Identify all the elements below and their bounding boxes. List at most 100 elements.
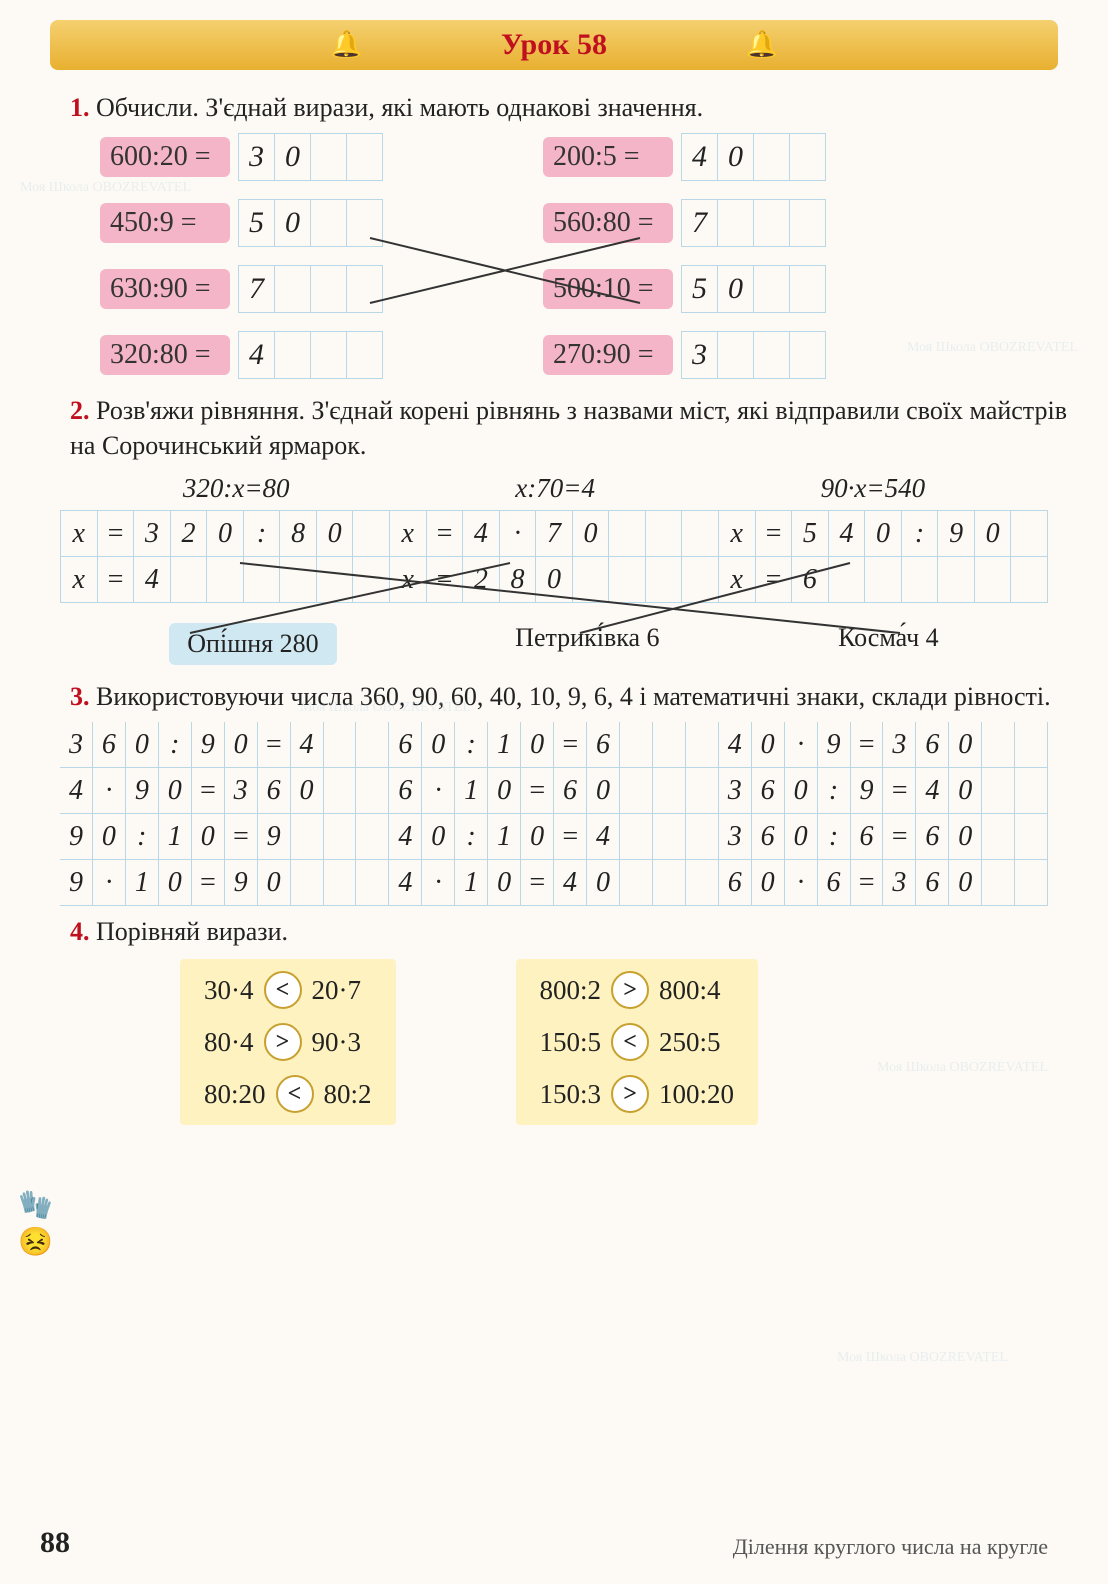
grid-cell: 2 <box>171 511 208 557</box>
equation: x:70=4 <box>515 473 595 504</box>
exercise1: 600:20 =30450:9 =50630:90 =7320:80 =4 20… <box>100 133 1068 379</box>
grid-cell: 9 <box>818 722 851 768</box>
grid-cell: : <box>455 722 488 768</box>
grid-cell <box>353 511 390 557</box>
compare-right: 90·3 <box>312 1027 362 1058</box>
task1-text: Обчисли. З'єднай вирази, які мають однак… <box>96 93 703 122</box>
grid-cell: 0 <box>752 722 785 768</box>
grid-cell: = <box>258 722 291 768</box>
grid-cell: 3 <box>883 722 916 768</box>
face-icon: 😣 <box>18 1225 53 1259</box>
compare-row: 150:3>100:20 <box>540 1075 735 1113</box>
grid-cell: 9 <box>938 511 975 557</box>
grid-cell: 3 <box>719 768 752 814</box>
compare-right: 250:5 <box>659 1027 721 1058</box>
grid-cell: 5 <box>792 511 829 557</box>
grid-cell: 6 <box>389 722 422 768</box>
grid-cell: 9 <box>60 860 93 906</box>
grid-cell: 0 <box>317 511 354 557</box>
grid-cell: 0 <box>422 814 455 860</box>
grid-cell <box>291 814 324 860</box>
grid-cell: 0 <box>207 511 244 557</box>
grid-cell <box>324 768 357 814</box>
grid-cell: 9 <box>126 768 159 814</box>
grid-cell: : <box>159 722 192 768</box>
grid-cell: = <box>756 511 793 557</box>
bell-icon: 🔔 <box>330 30 362 60</box>
grid-cell: 0 <box>949 722 982 768</box>
grid-cell: 6 <box>389 768 422 814</box>
connection-lines <box>100 133 1100 413</box>
equation: 320:x=80 <box>183 473 290 504</box>
grid-cell <box>1015 860 1048 906</box>
grid-cell <box>356 768 389 814</box>
grid-cell <box>982 768 1015 814</box>
grid-cell: 0 <box>949 860 982 906</box>
grid-cell: = <box>225 814 258 860</box>
grid-cell: = <box>192 860 225 906</box>
grid-cell: 6 <box>752 814 785 860</box>
grid-cell: 0 <box>192 814 225 860</box>
task4-number: 4. <box>70 917 90 946</box>
grid-cell: = <box>554 814 587 860</box>
grid-cell: 0 <box>949 768 982 814</box>
compare-left: 150:3 <box>540 1079 602 1110</box>
grid-cell <box>1011 511 1048 557</box>
task1-number: 1. <box>70 93 90 122</box>
compare-left: 150:5 <box>540 1027 602 1058</box>
grid-cell: 6 <box>818 860 851 906</box>
grid-cell: 0 <box>865 511 902 557</box>
grid-cell: 6 <box>916 860 949 906</box>
grid-cell <box>620 768 653 814</box>
grid-cell: 3 <box>60 722 93 768</box>
exercise4: 30·4<20·780·4>90·380:20<80:2 800:2>800:4… <box>180 959 1068 1125</box>
grid-cell: 6 <box>916 722 949 768</box>
grid-cell: 1 <box>455 768 488 814</box>
compare-right: 20·7 <box>312 975 362 1006</box>
grid-cell: : <box>818 814 851 860</box>
compare-operator: < <box>264 971 302 1009</box>
grid-cell: 4 <box>916 768 949 814</box>
grid-cell: 4 <box>463 511 500 557</box>
compare-left: 30·4 <box>204 975 254 1006</box>
grid-cell: 0 <box>258 860 291 906</box>
grid-cell: 3 <box>883 860 916 906</box>
city-labels: Опі́шня 280 Петрикі́вка 6 Косма́ч 4 <box>80 623 1028 665</box>
grid-cell: 0 <box>291 768 324 814</box>
grid-cell: 4 <box>719 722 752 768</box>
compare-operator: < <box>611 1023 649 1061</box>
grid-cell: 0 <box>752 860 785 906</box>
grid-row: 90:10=940:10=4360:6=60 <box>60 814 1048 860</box>
compare-left: 80·4 <box>204 1027 254 1058</box>
grid-cell <box>653 722 686 768</box>
compare-row: 80:20<80:2 <box>204 1075 372 1113</box>
page-number: 88 <box>40 1526 70 1560</box>
compare-right: 800:4 <box>659 975 721 1006</box>
grid-cell: · <box>422 768 455 814</box>
compare-left: 800:2 <box>540 975 602 1006</box>
grid-cell: 0 <box>159 768 192 814</box>
grid-cell: 0 <box>785 768 818 814</box>
task4-prompt: 4. Порівняй вирази. <box>70 914 1068 949</box>
compare-row: 30·4 <20·7 <box>204 971 372 1009</box>
grid-cell <box>646 511 683 557</box>
grid-cell <box>653 860 686 906</box>
grid-cell <box>609 511 646 557</box>
grid-cell: 4 <box>60 768 93 814</box>
grid-cell: 6 <box>752 768 785 814</box>
grid-cell: 6 <box>916 814 949 860</box>
grid-cell: 1 <box>126 860 159 906</box>
task4-text: Порівняй вирази. <box>96 917 288 946</box>
grid-cell: 4 <box>291 722 324 768</box>
grid-cell: 0 <box>488 768 521 814</box>
grid-cell <box>982 722 1015 768</box>
grid-cell <box>982 814 1015 860</box>
lesson-title: Урок 58 <box>501 28 607 62</box>
grid-cell <box>1015 722 1048 768</box>
grid-cell: 0 <box>785 814 818 860</box>
grid-cell <box>620 722 653 768</box>
grid-cell <box>682 511 719 557</box>
grid-cell: 0 <box>949 814 982 860</box>
grid-cell: 1 <box>455 860 488 906</box>
grid-cell: x <box>390 511 427 557</box>
